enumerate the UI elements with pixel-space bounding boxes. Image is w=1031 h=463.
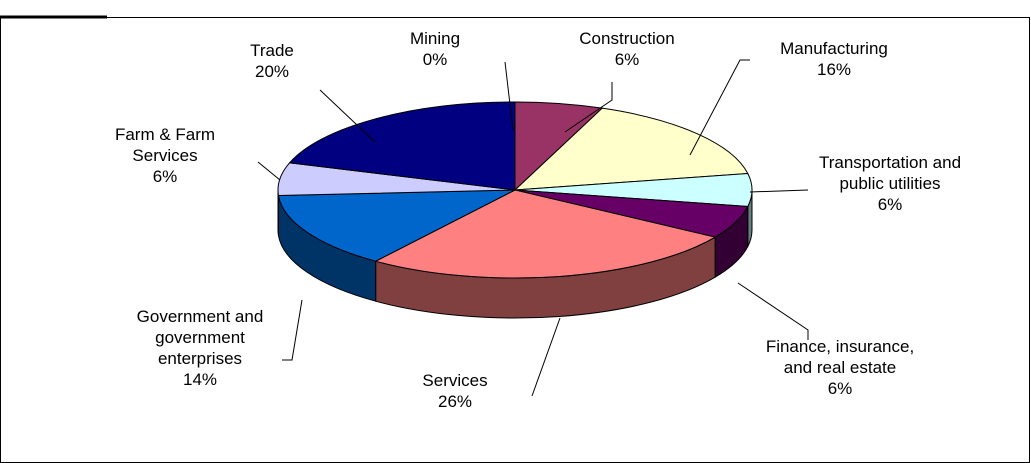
value-label: 6% <box>152 167 178 186</box>
category-label: Services <box>422 371 488 390</box>
category-label: Trade <box>250 41 294 60</box>
leader-line <box>689 59 750 156</box>
value-label: 16% <box>816 60 852 79</box>
slice-label: Services 26% <box>405 370 505 412</box>
value-label: 14% <box>182 370 218 389</box>
category-label: Transportation and public utilities <box>818 153 962 193</box>
value-label: 0% <box>422 50 448 69</box>
slice-label: Transportation and public utilities 6% <box>800 152 980 215</box>
category-label: Mining <box>409 29 461 48</box>
slice <box>277 189 516 262</box>
category-label: Finance, insurance, and real estate <box>765 337 915 377</box>
value-label: 6% <box>614 50 640 69</box>
slice-label: Construction 6% <box>562 28 692 70</box>
slice-label: Manufacturing 16% <box>769 38 899 80</box>
leader-line <box>737 282 809 340</box>
value-label: 20% <box>254 62 290 81</box>
category-label: Construction <box>579 29 675 48</box>
category-label: Government and government enterprises <box>136 307 264 368</box>
slice <box>288 101 516 191</box>
slice-label: Government and government enterprises 14% <box>120 306 280 390</box>
leader-line <box>504 61 514 131</box>
slice-label: Finance, insurance, and real estate 6% <box>755 336 925 399</box>
value-label: 26% <box>437 392 473 411</box>
category-label: Farm & Farm Services <box>114 125 216 165</box>
value-label: 6% <box>877 195 903 214</box>
leader-line <box>531 317 561 397</box>
slice-label: Farm & Farm Services 6% <box>105 124 225 187</box>
leader-line <box>319 89 376 143</box>
leader-line <box>257 161 281 181</box>
slice-label: Trade 20% <box>232 40 312 82</box>
value-label: 6% <box>827 379 853 398</box>
slice-label: Mining 0% <box>395 28 475 70</box>
leader-line <box>282 299 303 361</box>
leader-line <box>749 189 809 193</box>
category-label: Manufacturing <box>780 39 888 58</box>
slice <box>513 107 749 191</box>
slice <box>374 189 717 279</box>
leader-line <box>564 82 613 133</box>
